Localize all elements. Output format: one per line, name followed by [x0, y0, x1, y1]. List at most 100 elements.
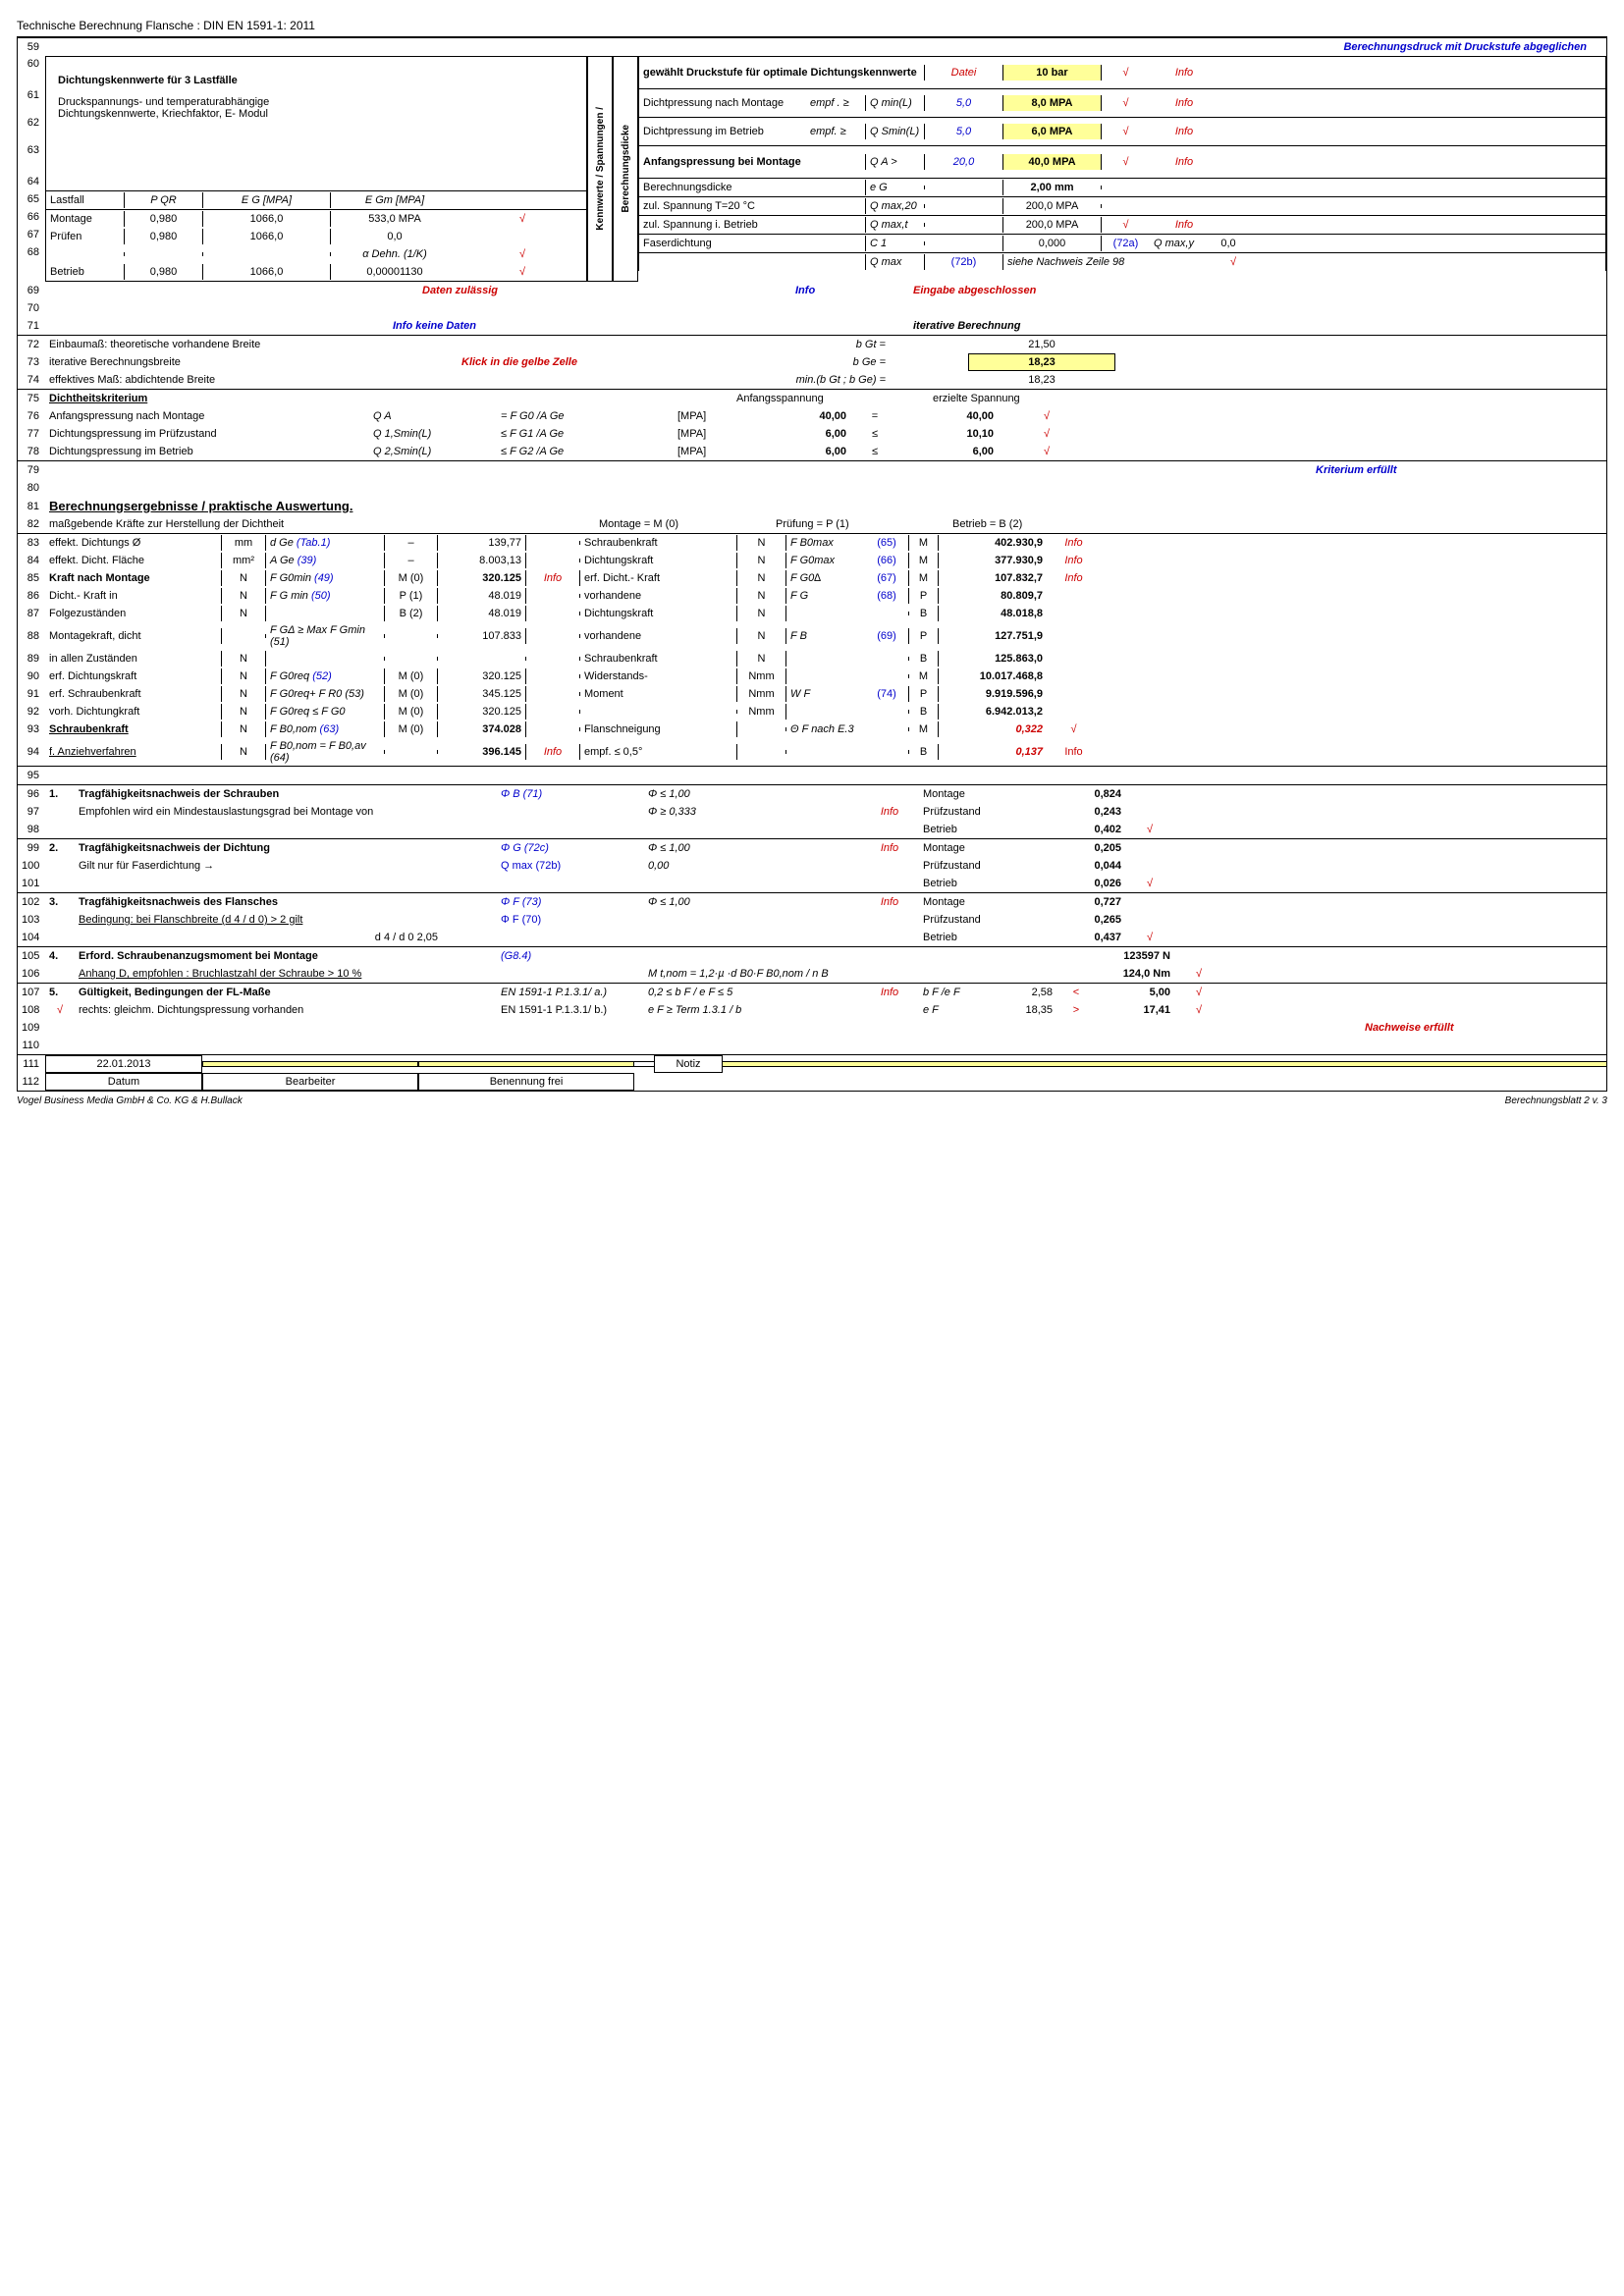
sym: b Gt = [772, 337, 890, 352]
label: C 1 [865, 236, 924, 251]
label: Montage = M (0) [595, 516, 772, 532]
vert-label: Kennwerte / Spannungen / [595, 107, 606, 231]
td: Betrieb [46, 264, 125, 280]
label: Q max,20 [865, 198, 924, 214]
label: Anfangspressung bei Montage [639, 154, 865, 170]
val: 5,0 [924, 95, 1002, 111]
footer: Vogel Business Media GmbH & Co. KG & H.B… [17, 1092, 1607, 1106]
val: 6,00 [899, 444, 998, 459]
formula: = F G0 /A Ge [497, 408, 674, 424]
check: √ [459, 264, 586, 280]
td: 0,980 [125, 264, 203, 280]
val: 18,23 [968, 372, 1115, 388]
status: Eingabe abgeschlossen [909, 283, 1204, 298]
label: Q min(L) [865, 95, 924, 111]
sym: Q 2,Smin(L) [369, 444, 497, 459]
label: Benennung frei [418, 1073, 634, 1091]
vert-label: Berechnungsdicke [621, 125, 631, 212]
label: Q max,t [865, 217, 924, 233]
dk-sub1: Druckspannungs- und temperaturabhängige [58, 96, 574, 108]
label: iterative Berechnungsbreite [45, 354, 458, 370]
td: 0,980 [125, 229, 203, 244]
label: Dichtpressung nach Montage [639, 95, 806, 111]
notiz-input[interactable] [723, 1061, 1606, 1067]
info-link[interactable]: Info [1150, 154, 1218, 170]
label: erzielte Spannung [929, 391, 1106, 406]
dk-sub2: Dichtungskennwerte, Kriechfaktor, E- Mod… [58, 108, 574, 120]
label: Prüfung = P (1) [772, 516, 948, 532]
label: Faserdichtung [639, 236, 865, 251]
pressure-value: 10 bar [1002, 65, 1101, 80]
td: α Dehn. (1/K) [331, 246, 459, 262]
info-link[interactable]: Info [1150, 217, 1218, 233]
label: Q Smin(L) [865, 124, 924, 139]
val: 8,0 MPA [1002, 95, 1101, 111]
footer-right: Berechnungsblatt 2 v. 3 [1505, 1095, 1607, 1106]
op: ≤ [850, 444, 899, 459]
notiz-label: Notiz [654, 1055, 723, 1073]
val: 200,0 MPA [1002, 217, 1101, 233]
op: = [850, 408, 899, 424]
status: Info keine Daten [389, 318, 585, 334]
label: Betrieb = B (2) [948, 516, 1125, 532]
val: 200,0 MPA [1002, 198, 1101, 214]
th: E Gm [MPA] [331, 192, 459, 208]
label: Berechnungsdicke [639, 180, 865, 195]
status: Kriterium erfüllt [1312, 462, 1606, 478]
td: 0,00001130 [331, 264, 459, 280]
label: Dichtungspressung im Betrieb [45, 444, 369, 459]
r59-title: Berechnungsdruck mit Druckstufe abgeglic… [978, 39, 1606, 55]
section-title: Berechnungsergebnisse / praktische Auswe… [45, 497, 356, 515]
info-link[interactable]: Info [791, 283, 909, 298]
dk-title: Dichtungskennwerte für 3 Lastfälle [58, 75, 574, 86]
label: empf . ≥ [806, 95, 865, 111]
th: P QR [125, 192, 203, 208]
label: Bearbeiter [202, 1073, 418, 1091]
bearbeiter-input[interactable] [202, 1061, 418, 1067]
status: Daten zulässig [418, 283, 615, 298]
unit: [MPA] [674, 444, 772, 459]
label: Anfangsspannung [732, 391, 929, 406]
info-link[interactable]: Info [1150, 65, 1218, 80]
val: 20,0 [924, 154, 1002, 170]
td: 0,980 [125, 211, 203, 227]
label: Q max,y [1150, 236, 1209, 251]
sym: Q 1,Smin(L) [369, 426, 497, 442]
unit: [MPA] [674, 408, 772, 424]
input-cell[interactable]: 18,23 [968, 353, 1115, 371]
label: Q A > [865, 154, 924, 170]
val: 10,10 [899, 426, 998, 442]
section: Dichtheitskriterium [45, 391, 732, 406]
val: 6,00 [772, 444, 850, 459]
th: Lastfall [46, 192, 125, 208]
footer-left: Vogel Business Media GmbH & Co. KG & H.B… [17, 1095, 243, 1106]
label: Datum [45, 1073, 202, 1091]
check: √ [459, 211, 586, 227]
info-link[interactable]: Info [1150, 124, 1218, 139]
ref: (72a) [1101, 236, 1150, 251]
val: 5,0 [924, 124, 1002, 139]
benennung-input[interactable] [418, 1061, 634, 1067]
hint: Klick in die gelbe Zelle [458, 354, 713, 370]
val: 2,00 mm [1002, 180, 1101, 195]
row-num: 59 [18, 39, 45, 55]
formula: ≤ F G2 /A Ge [497, 444, 674, 459]
td: 533,0 MPA [331, 211, 459, 227]
td: Prüfen [46, 229, 125, 244]
val: 40,0 MPA [1002, 154, 1101, 170]
info-link[interactable]: Info [1150, 95, 1218, 111]
val: 6,00 [772, 426, 850, 442]
sym: b Ge = [713, 354, 890, 370]
th: E G [MPA] [203, 192, 331, 208]
td: 1066,0 [203, 211, 331, 227]
label: e G [865, 180, 924, 195]
val: 6,0 MPA [1002, 124, 1101, 139]
label: maßgebende Kräfte zur Herstellung der Di… [45, 516, 595, 532]
datei-label: Datei [924, 65, 1002, 80]
status: Nachweise erfüllt [1361, 1020, 1606, 1036]
ref: (72b) [924, 254, 1002, 270]
check: √ [459, 246, 586, 262]
label: Anfangspressung nach Montage [45, 408, 369, 424]
val: 40,00 [772, 408, 850, 424]
td: 0,0 [331, 229, 459, 244]
